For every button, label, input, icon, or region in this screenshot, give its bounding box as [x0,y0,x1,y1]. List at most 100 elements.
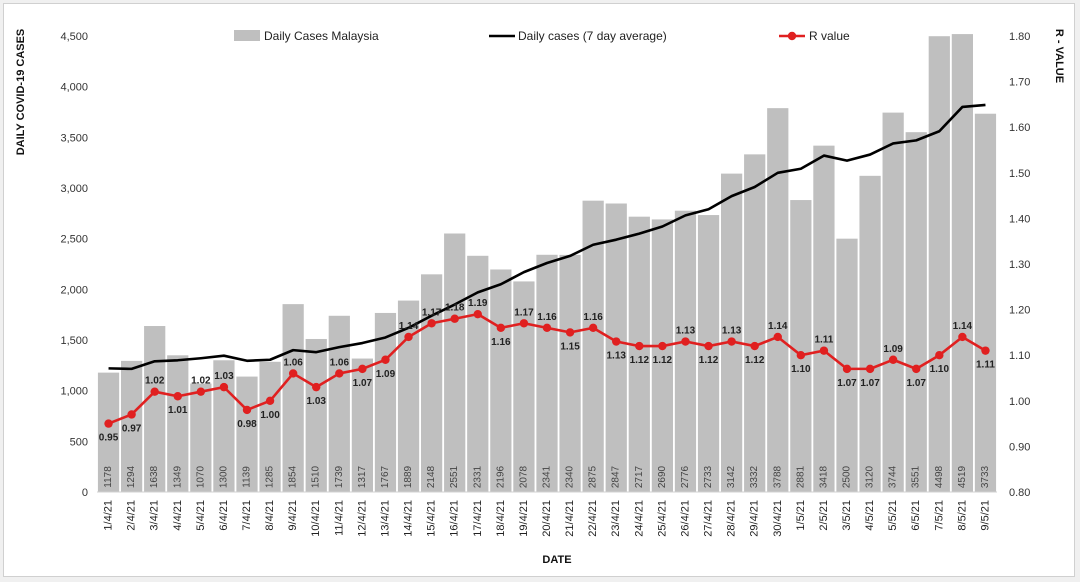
r-value-label: 1.09 [376,369,396,380]
bar [605,203,627,492]
bar [951,34,973,492]
legend-average-label: Daily cases (7 day average) [518,29,667,43]
r-value-label: 1.13 [606,351,626,362]
r-value-point [681,337,690,346]
bar [421,274,443,492]
x-tick-label: 6/4/21 [218,500,230,531]
y-tick-label: 2,000 [60,284,88,296]
x-tick-label: 18/4/21 [495,500,507,537]
bar-value-label: 3744 [888,465,899,488]
y-tick-label: 4,000 [60,82,88,94]
x-tick-label: 2/4/21 [126,500,138,531]
r-value-point [912,364,921,374]
bar-value-label: 1510 [311,465,322,488]
r-value-label: 0.98 [237,419,257,430]
y2-tick-label: 1.20 [1009,305,1030,317]
bar-value-label: 1178 [103,466,114,488]
r-value-label: 0.97 [122,423,142,434]
r-value-label: 1.12 [745,355,765,366]
x-tick-label: 6/5/21 [910,500,922,531]
bar-value-label: 1889 [403,465,414,488]
r-value-point [796,351,806,360]
bar-value-label: 4498 [934,465,945,488]
r-value-point [704,341,713,351]
r-value-label: 1.03 [214,371,234,382]
x-tick-label: 1/5/21 [795,500,807,531]
x-tick-label: 5/5/21 [887,500,899,531]
bar [513,281,535,492]
r-value-label: 1.06 [283,357,303,368]
x-tick-label: 30/4/21 [772,500,784,537]
r-value-point [773,332,782,342]
r-value-point [427,319,436,328]
bar [928,36,950,492]
x-tick-label: 21/4/21 [564,500,576,537]
x-axis-title: DATE [542,554,571,566]
bar [121,360,143,492]
x-tick-label: 19/4/21 [518,500,530,537]
r-value-point [519,319,529,328]
bar-value-label: 1854 [288,465,299,488]
x-tick-label: 8/5/21 [956,500,968,531]
bar-value-label: 3120 [865,465,876,488]
bar-value-label: 2847 [611,465,622,488]
bar [282,304,304,492]
x-tick-label: 2/5/21 [818,500,830,531]
x-tick-label: 26/4/21 [679,500,691,537]
r-value-label: 1.11 [814,335,833,346]
legend-r-label: R value [809,29,850,43]
r-value-point [196,387,206,396]
r-value-point [588,323,598,333]
r-value-point [127,410,136,419]
y-tick-label: 1,500 [60,335,88,347]
bar-value-label: 2148 [426,465,437,488]
bar-value-label: 1285 [265,465,276,488]
bar [444,233,466,493]
bar [305,338,327,492]
r-value-point [104,419,113,428]
bar-value-label: 4519 [957,465,968,488]
average-line [108,103,986,371]
legend-r-marker [787,31,797,41]
bar-value-label: 1739 [334,465,345,488]
r-value-point [658,341,667,351]
bar-value-label: 2733 [703,465,714,488]
x-tick-label: 28/4/21 [726,500,738,537]
y-tick-label: 0 [82,487,88,499]
x-tick-label: 7/5/21 [933,500,945,531]
r-value-point [981,346,990,355]
y2-tick-label: 1.80 [1009,31,1030,43]
r-value-label: 1.00 [260,410,280,421]
r-value-label: 1.09 [883,344,903,355]
x-tick-label: 5/4/21 [195,500,207,531]
r-value-label: 1.02 [145,376,165,387]
bar [582,200,604,492]
r-value-label: 1.01 [168,405,188,416]
bar-value-label: 2690 [657,465,668,488]
bar-value-label: 1638 [149,465,160,488]
r-value-point [450,314,459,323]
bar [97,372,120,492]
bar [974,113,997,493]
bar [674,210,697,492]
bar-value-label: 3332 [749,465,760,488]
bar-value-label: 1070 [195,465,206,488]
x-tick-label: 17/4/21 [472,500,484,537]
bar-value-label: 2717 [634,465,645,488]
r-value-label: 1.07 [906,378,926,389]
bar-value-label: 1349 [172,465,183,488]
x-tick-label: 13/4/21 [379,500,391,537]
bar [721,173,743,493]
bar [167,355,189,492]
average-line-series [108,103,986,371]
y-tick-label: 4,500 [60,31,88,43]
bar [190,383,212,492]
bar [628,216,650,492]
r-value-label: 1.14 [768,321,788,332]
y2-tick-label: 1.00 [1009,396,1030,408]
r-value-label: 0.95 [99,433,119,444]
y-tick-label: 500 [70,436,88,448]
r-value-point [958,332,967,342]
r-value-label: 1.16 [583,312,603,323]
r-value-label: 1.10 [930,364,950,375]
